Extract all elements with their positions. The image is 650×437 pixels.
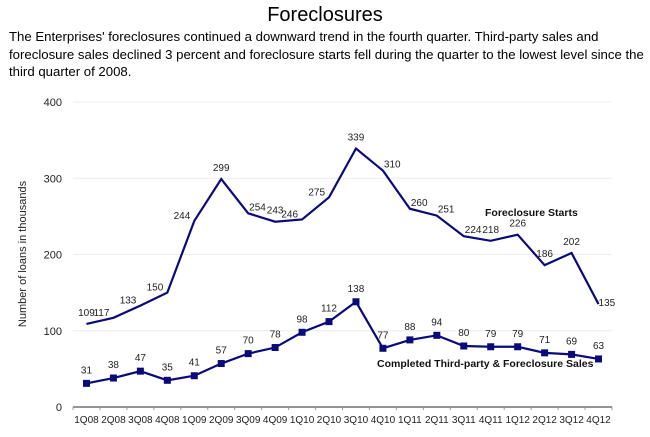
- y-axis-ticks: 0 100 200 300 400: [44, 97, 62, 414]
- data-label: 133: [120, 296, 137, 307]
- data-label: 112: [321, 304, 337, 315]
- gridlines: [73, 101, 612, 332]
- x-tick-label: 4Q09: [263, 415, 288, 426]
- x-tick-label: 1Q10: [290, 415, 315, 426]
- x-tick-label: 2Q11: [425, 415, 449, 426]
- data-point-marker: [190, 372, 198, 380]
- x-tick-label: 1Q11: [398, 415, 422, 426]
- data-point-marker: [514, 343, 522, 351]
- data-label: 243: [267, 206, 284, 217]
- data-point-marker: [433, 331, 441, 339]
- data-label: 202: [563, 237, 580, 248]
- x-tick-label: 1Q12: [505, 415, 530, 426]
- data-point-marker: [379, 344, 387, 352]
- data-label: 226: [509, 219, 526, 230]
- data-label: 88: [404, 322, 416, 333]
- data-label: 251: [438, 205, 455, 216]
- data-point-marker: [136, 367, 144, 375]
- x-tick-label: 1Q08: [74, 415, 99, 426]
- data-label: 117: [93, 308, 109, 319]
- description-text: The Enterprises' foreclosures continued …: [9, 29, 644, 79]
- data-label: 310: [384, 160, 401, 171]
- data-point-marker: [406, 336, 414, 344]
- data-point-marker: [568, 350, 576, 358]
- data-label: 63: [593, 341, 605, 352]
- data-label: 78: [270, 330, 282, 341]
- data-point-marker: [595, 355, 603, 363]
- data-label: 70: [243, 336, 255, 347]
- data-label: 135: [599, 298, 616, 309]
- data-label: 246: [281, 209, 298, 220]
- data-label: 77: [377, 330, 389, 341]
- data-label: 35: [162, 362, 174, 373]
- x-tick-label: 2Q10: [317, 415, 342, 426]
- data-label: 109: [78, 308, 95, 319]
- data-label: 69: [566, 336, 578, 347]
- y-tick-label: 400: [44, 97, 62, 109]
- data-label: 41: [189, 358, 201, 369]
- data-point-marker: [298, 328, 306, 336]
- data-label: 38: [108, 360, 120, 371]
- data-point-marker: [541, 349, 549, 357]
- data-label: 150: [147, 283, 164, 294]
- page-title: Foreclosures: [267, 4, 383, 26]
- data-label: 275: [308, 187, 325, 198]
- x-tick-label: 4Q10: [371, 415, 396, 426]
- data-point-marker: [109, 374, 117, 382]
- x-tick-label: 3Q11: [452, 415, 476, 426]
- data-label: 71: [539, 335, 551, 346]
- y-tick-label: 200: [44, 250, 62, 262]
- x-tick-label: 3Q10: [344, 415, 369, 426]
- x-tick-label: 3Q08: [128, 415, 153, 426]
- x-tick-label: 1Q09: [182, 415, 207, 426]
- data-label: 339: [348, 133, 365, 144]
- data-label: 79: [485, 329, 497, 340]
- y-tick-label: 100: [44, 326, 62, 338]
- data-label: 254: [249, 202, 266, 213]
- data-label: 31: [81, 365, 93, 376]
- series-label-foreclosure-starts: Foreclosure Starts: [485, 207, 578, 219]
- data-label: 80: [458, 328, 470, 339]
- x-tick-label: 2Q08: [101, 415, 126, 426]
- series-line-1: [86, 300, 599, 385]
- x-tick-label: 2Q12: [532, 415, 557, 426]
- series-markers: [82, 298, 603, 387]
- data-point-marker: [352, 298, 360, 306]
- data-point-marker: [217, 360, 225, 368]
- series-line-0: [86, 146, 600, 325]
- x-axis: 1Q08 2Q08 3Q08 4Q08 1Q09 2Q09 3Q09 4Q09 1Q10 2Q10…: [72, 406, 613, 426]
- data-label: 94: [431, 317, 443, 328]
- y-tick-label: 300: [44, 173, 62, 185]
- data-label: 47: [135, 353, 147, 364]
- series-lines: [86, 146, 600, 385]
- data-label: 260: [411, 198, 428, 209]
- series-label-completed-sales: Completed Third-party & Foreclosure Sale…: [377, 358, 594, 370]
- data-point-marker: [271, 344, 279, 352]
- x-tick-label: 3Q09: [236, 415, 261, 426]
- x-tick-label: 4Q12: [586, 415, 611, 426]
- data-point-marker: [163, 376, 171, 384]
- data-label: 244: [174, 211, 191, 222]
- data-label: 299: [213, 163, 230, 174]
- data-label: 138: [348, 284, 365, 295]
- x-tick-label: 2Q09: [209, 415, 234, 426]
- data-point-marker: [325, 318, 333, 326]
- x-tick-label: 4Q08: [155, 415, 180, 426]
- data-point-marker: [487, 343, 495, 351]
- data-point-marker: [244, 350, 252, 358]
- data-point-marker: [460, 342, 468, 350]
- data-label: 224: [465, 225, 482, 236]
- y-axis-label: Number of loans in thousands: [17, 180, 29, 327]
- data-label: 186: [536, 249, 553, 260]
- x-tick-label: 3Q12: [559, 415, 584, 426]
- x-tick-label: 4Q11: [479, 415, 503, 426]
- data-label: 98: [297, 314, 309, 325]
- data-label: 79: [512, 329, 524, 340]
- y-tick-label: 0: [56, 402, 62, 414]
- data-point-marker: [82, 379, 90, 387]
- data-label: 218: [482, 225, 499, 236]
- data-label: 57: [216, 346, 228, 357]
